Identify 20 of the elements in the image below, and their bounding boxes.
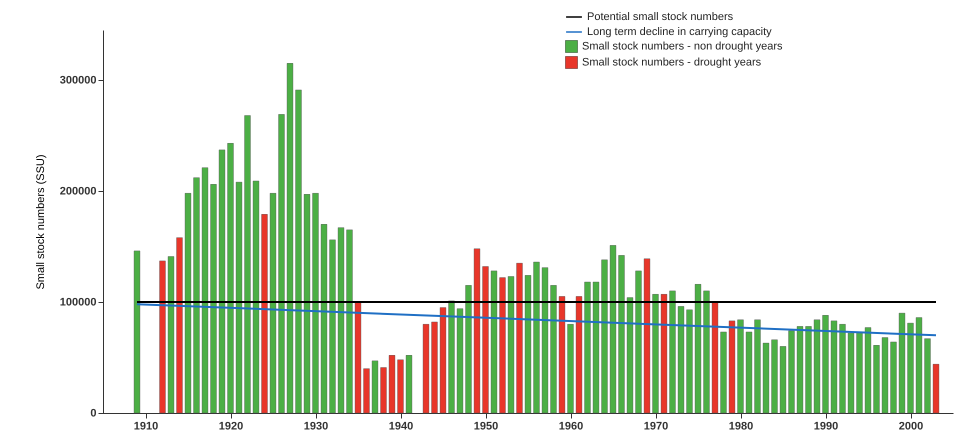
- bar: [134, 250, 140, 414]
- x-tick-label: 2000: [898, 420, 924, 432]
- legend-label: Long term decline in carrying capacity: [587, 26, 772, 38]
- x-tick-label: 1980: [728, 420, 754, 432]
- legend-label: Potential small stock numbers: [587, 11, 734, 23]
- legend-label: Small stock numbers - drought years: [582, 56, 762, 68]
- x-tick-label: 1990: [814, 420, 838, 432]
- x-tick-label: 1940: [388, 420, 414, 432]
- x-tick-label: 1950: [474, 420, 498, 432]
- x-tick-label: 1930: [304, 420, 328, 432]
- y-tick-label: 100000: [60, 296, 96, 308]
- x-tick-label: 1920: [218, 420, 244, 432]
- y-tick-label: 300000: [60, 74, 96, 86]
- y-tick-label: 200000: [60, 185, 96, 198]
- legend-label: Small stock numbers - non drought years: [582, 40, 784, 52]
- x-tick-label: 1960: [558, 420, 584, 432]
- x-tick-label: 1910: [134, 420, 158, 432]
- x-tick-label: 1970: [644, 420, 668, 432]
- y-axis-title: Small stock numbers (SSU): [34, 154, 47, 290]
- y-tick-label: 0: [90, 408, 96, 420]
